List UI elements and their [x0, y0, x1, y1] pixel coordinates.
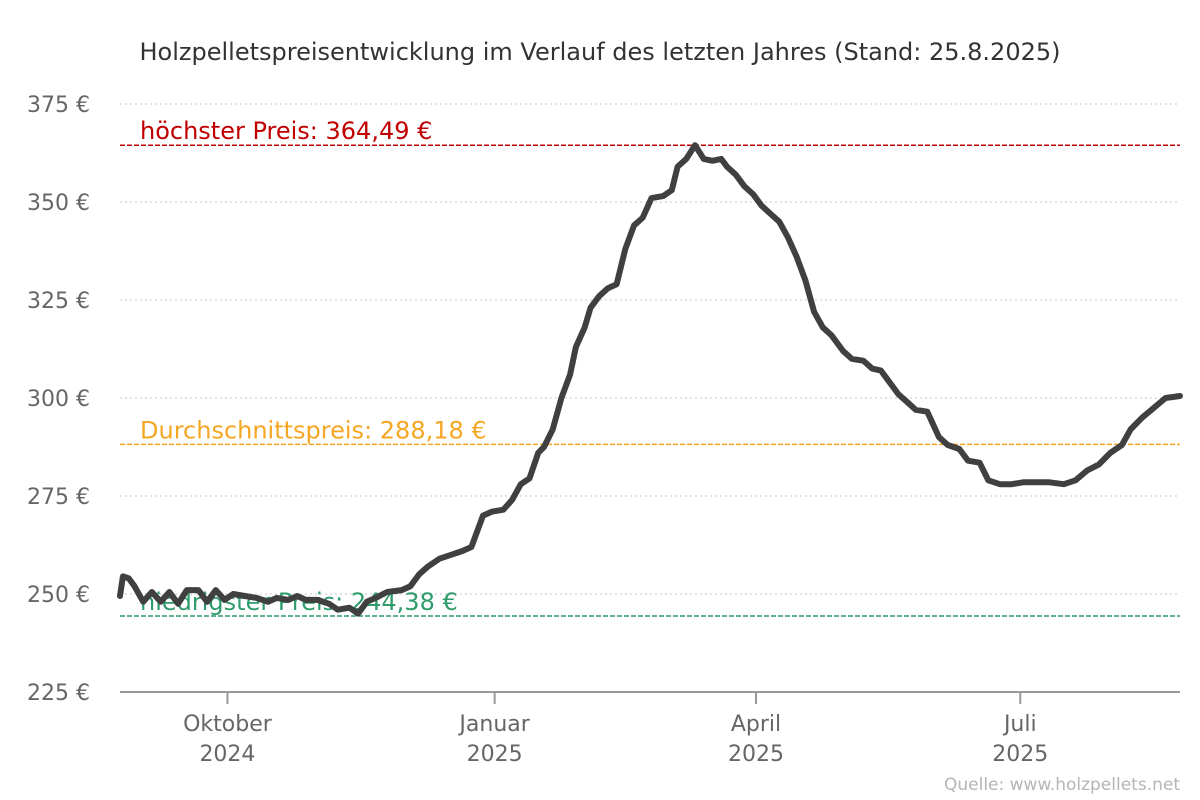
- price-line: [117, 142, 1183, 617]
- y-tick-label: 250 €: [27, 583, 90, 608]
- x-tick-year: 2025: [728, 742, 784, 767]
- x-tick-label: Oktober: [183, 712, 273, 737]
- reference-line-label: höchster Preis: 364,49 €: [140, 117, 432, 145]
- grid-lines: [120, 103, 1180, 595]
- x-axis: Oktober 2024 Januar 2025 April 2025 Juli 2025: [120, 691, 1180, 767]
- chart-title: Holzpelletspreisentwicklung im Verlauf d…: [140, 38, 1061, 66]
- reference-line-label: Durchschnittspreis: 288,18 €: [140, 416, 487, 444]
- x-tick-year: 2024: [199, 742, 255, 767]
- reference-lines: höchster Preis: 364,49 € Durchschnittspre…: [120, 117, 1180, 617]
- y-tick-label: 350 €: [27, 191, 90, 216]
- y-tick-label: 375 €: [27, 93, 90, 118]
- x-tick-label: April: [731, 712, 781, 737]
- y-tick-label: 275 €: [27, 485, 90, 510]
- x-tick-label: Juli: [1002, 712, 1037, 737]
- y-axis-ticks: 225 € 250 € 275 € 300 € 325 € 350 € 375 €: [27, 93, 90, 706]
- y-tick-label: 225 €: [27, 681, 90, 706]
- price-series: [117, 142, 1183, 617]
- y-tick-label: 325 €: [27, 289, 90, 314]
- x-tick-label: Januar: [457, 712, 530, 737]
- y-tick-label: 300 €: [27, 387, 90, 412]
- source-label: Quelle: www.holzpellets.net: [944, 775, 1180, 795]
- x-tick-year: 2025: [992, 742, 1048, 767]
- x-tick-year: 2025: [467, 742, 523, 767]
